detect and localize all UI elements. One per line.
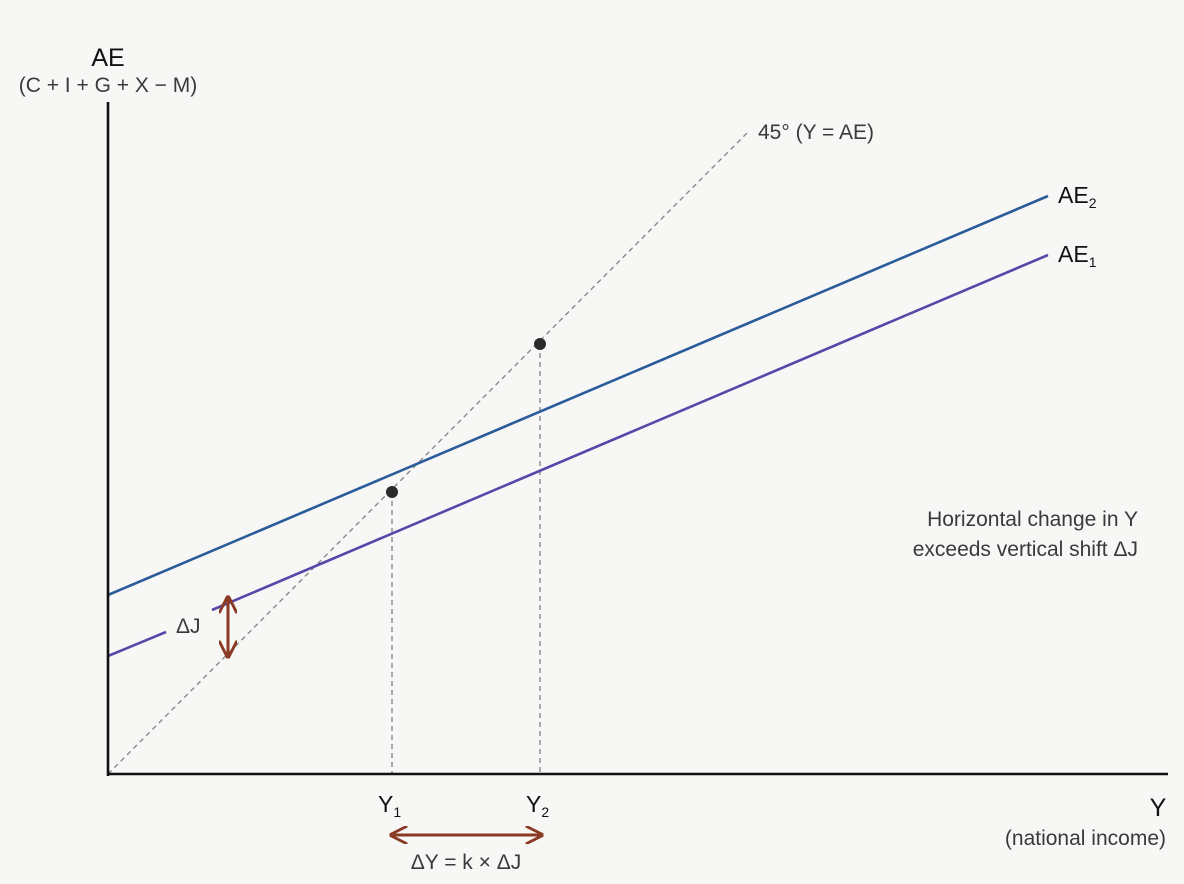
- y1-tick-label: Y1: [378, 791, 401, 820]
- ae2-label-main: AE: [1058, 182, 1089, 208]
- ae2-label: AE2: [1058, 182, 1097, 211]
- ae2-line: [107, 194, 1049, 597]
- equilibrium-point-1: [386, 486, 398, 498]
- 45-degree-label: 45° (Y = AE): [758, 121, 874, 144]
- ae1-label-main: AE: [1058, 241, 1089, 267]
- delta-y-label: ΔY = k × ΔJ: [411, 851, 522, 874]
- y2-tick-label: Y2: [526, 791, 549, 820]
- x-axis-title: Y: [1150, 794, 1167, 822]
- y-axis-title: AE: [91, 44, 124, 72]
- x-axis-subtitle: (national income): [1005, 827, 1166, 850]
- ae1-label: AE1: [1058, 241, 1097, 270]
- y-axis-subtitle: (C + I + G + X − M): [19, 74, 198, 97]
- ae1-line-continued: [211, 253, 1049, 612]
- y2-tick-sub: 2: [541, 804, 549, 820]
- ae2-label-sub: 2: [1089, 195, 1097, 211]
- 45-degree-line: [107, 131, 749, 775]
- y1-tick-main: Y: [378, 791, 393, 817]
- delta-j-label: ΔJ: [176, 615, 201, 638]
- y2-tick-main: Y: [526, 791, 541, 817]
- equilibrium-point-2: [534, 338, 546, 350]
- ae1-line: [107, 630, 167, 658]
- ae1-label-sub: 1: [1089, 254, 1097, 270]
- annotation-line-2: exceeds vertical shift ΔJ: [913, 538, 1138, 561]
- y1-tick-sub: 1: [393, 804, 401, 820]
- annotation-line-1: Horizontal change in Y: [927, 508, 1138, 531]
